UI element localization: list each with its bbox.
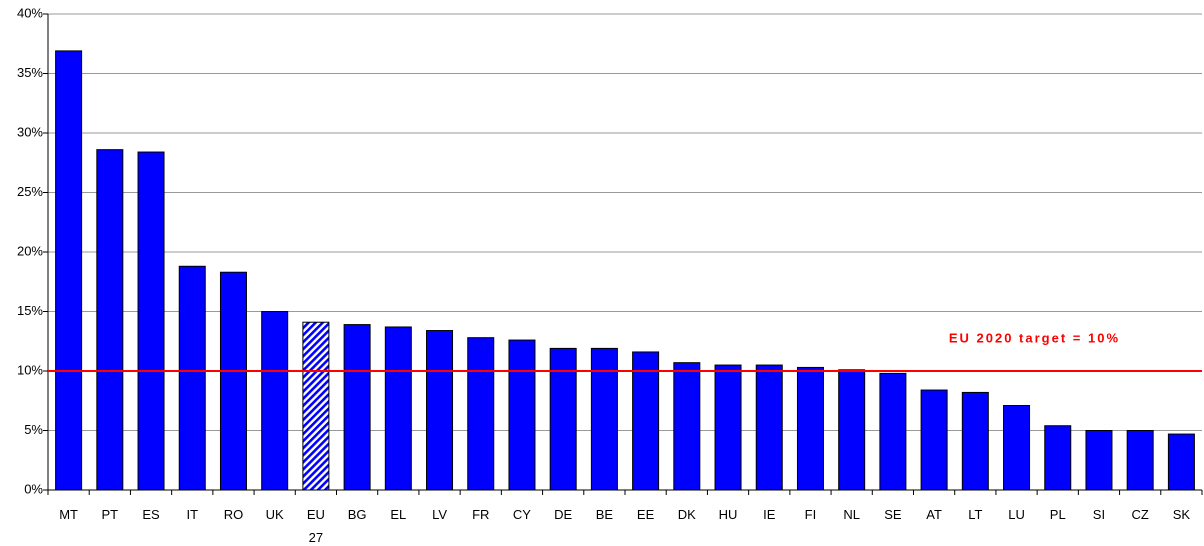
x-tick-label: EE <box>636 507 655 522</box>
bar <box>1003 405 1031 491</box>
y-tick-label: 15% <box>17 303 43 318</box>
target-label: EU 2020 target = 10% <box>949 330 1120 345</box>
x-tick-label: RO <box>223 507 244 522</box>
bar <box>549 347 577 491</box>
bar <box>55 50 83 491</box>
y-tick-label: 40% <box>17 5 43 20</box>
x-tick-label: CZ <box>1131 507 1149 522</box>
x-tick-label: SK <box>1172 507 1191 522</box>
x-tick-label: LV <box>432 507 447 522</box>
bar <box>838 369 866 491</box>
x-tick-label: MT <box>59 507 78 522</box>
x-tick-label: CY <box>512 507 531 522</box>
bar <box>1085 430 1113 491</box>
y-tick-label: 35% <box>17 65 43 80</box>
y-tick-label: 25% <box>17 184 43 199</box>
bar <box>467 337 495 491</box>
x-tick-label: EU 27 <box>306 507 325 545</box>
bar <box>302 321 330 491</box>
x-tick-label: DK <box>677 507 696 522</box>
bar <box>1167 433 1195 491</box>
bar <box>632 351 660 491</box>
x-tick-label: EL <box>390 507 407 522</box>
bar <box>384 326 412 491</box>
bar <box>1126 430 1154 491</box>
x-tick-label: FR <box>472 507 490 522</box>
bar <box>219 271 247 491</box>
bar <box>755 364 783 491</box>
x-tick-label: ES <box>142 507 160 522</box>
x-tick-label: PL <box>1049 507 1066 522</box>
bar <box>508 339 536 491</box>
bar <box>920 389 948 491</box>
bar <box>961 391 989 491</box>
bar <box>96 149 124 491</box>
bar <box>178 265 206 491</box>
bar <box>343 324 371 491</box>
y-tick-label: 30% <box>17 124 43 139</box>
x-tick-label: SE <box>884 507 902 522</box>
x-tick-label: UK <box>265 507 284 522</box>
bar <box>714 364 742 491</box>
x-tick-label: HU <box>718 507 738 522</box>
bar <box>1044 425 1072 491</box>
x-tick-label: LT <box>968 507 983 522</box>
x-tick-label: PT <box>101 507 119 522</box>
bar <box>879 372 907 491</box>
bar <box>137 151 165 491</box>
x-tick-label: DE <box>554 507 573 522</box>
x-tick-label: FI <box>804 507 817 522</box>
bar <box>796 366 824 491</box>
x-tick-label: IT <box>186 507 199 522</box>
y-tick-label: 0% <box>24 481 43 496</box>
x-tick-label: AT <box>926 507 942 522</box>
x-tick-label: BG <box>347 507 367 522</box>
bar <box>426 330 454 491</box>
y-tick-label: 10% <box>17 362 43 377</box>
y-tick-label: 5% <box>24 422 43 437</box>
x-tick-label: BE <box>595 507 614 522</box>
x-tick-label: SI <box>1092 507 1106 522</box>
y-tick-label: 20% <box>17 243 43 258</box>
bar <box>590 347 618 491</box>
bar <box>673 362 701 491</box>
bar <box>261 311 289 491</box>
x-tick-label: IE <box>763 507 776 522</box>
x-tick-label: NL <box>843 507 860 522</box>
x-tick-label: LU <box>1008 507 1025 522</box>
